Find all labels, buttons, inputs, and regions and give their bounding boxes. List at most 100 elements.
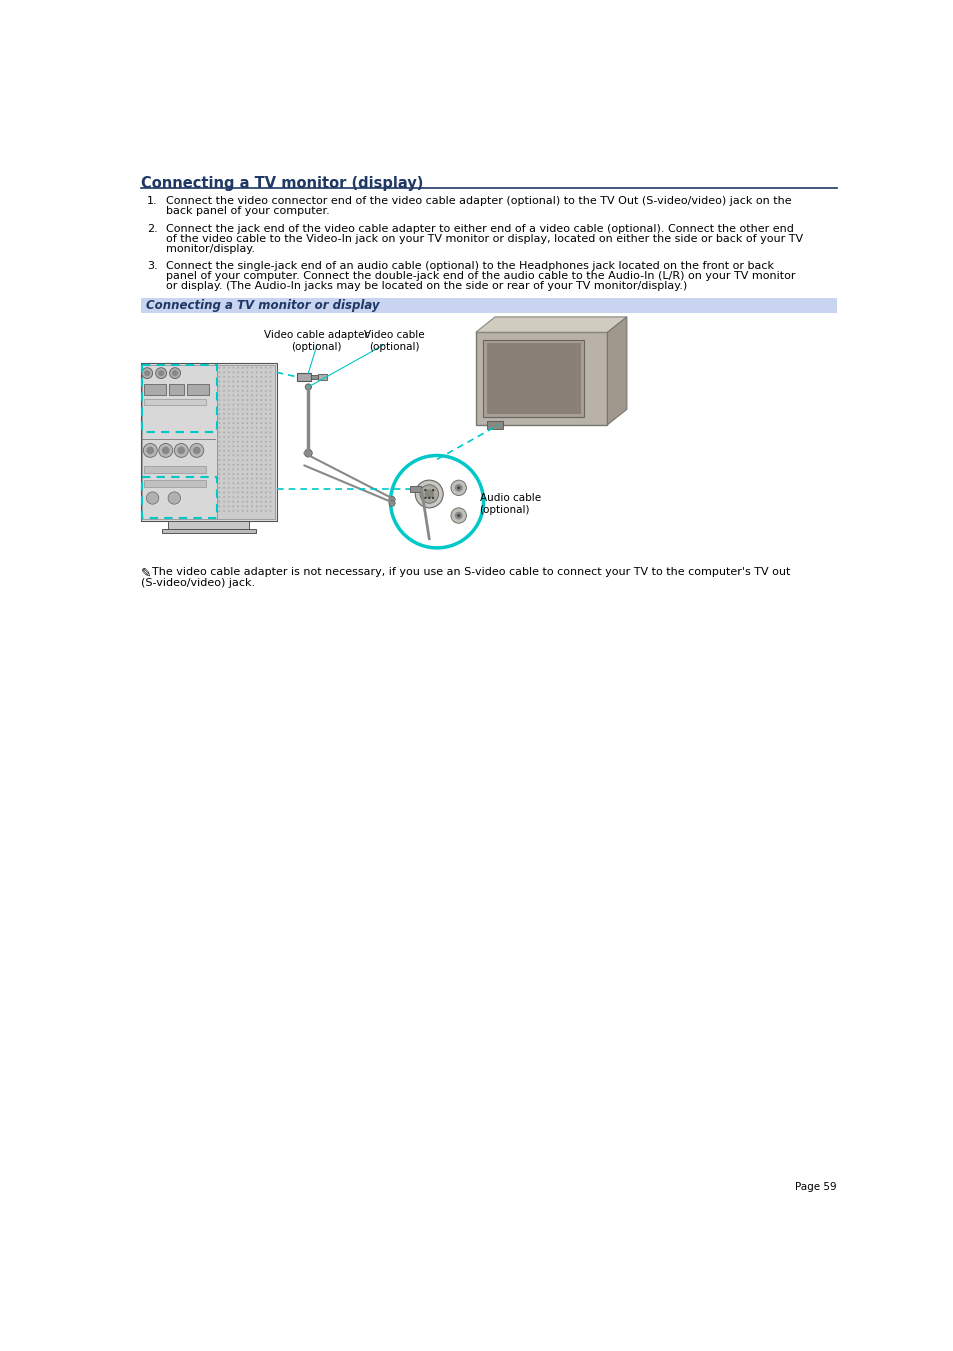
Circle shape — [218, 469, 220, 470]
Circle shape — [265, 394, 267, 396]
Circle shape — [255, 381, 257, 382]
Circle shape — [228, 459, 230, 461]
Text: monitor/display.: monitor/display. — [166, 243, 254, 254]
Circle shape — [265, 390, 267, 392]
FancyBboxPatch shape — [141, 363, 276, 521]
Circle shape — [218, 413, 220, 415]
Circle shape — [237, 408, 238, 411]
Text: Video cable adapter
(optional): Video cable adapter (optional) — [264, 330, 369, 351]
Circle shape — [241, 417, 243, 419]
Circle shape — [265, 404, 267, 405]
Circle shape — [251, 381, 253, 382]
Circle shape — [270, 423, 272, 424]
Circle shape — [237, 440, 238, 443]
Circle shape — [223, 459, 225, 461]
Circle shape — [456, 513, 459, 517]
Circle shape — [424, 489, 426, 492]
Circle shape — [233, 390, 234, 392]
Circle shape — [218, 390, 220, 392]
Circle shape — [237, 404, 238, 405]
Circle shape — [223, 366, 225, 369]
Circle shape — [241, 511, 243, 512]
Text: The video cable adapter is not necessary, if you use an S-video cable to connect: The video cable adapter is not necessary… — [152, 567, 789, 577]
Circle shape — [251, 385, 253, 388]
Circle shape — [241, 399, 243, 401]
Circle shape — [223, 376, 225, 378]
Circle shape — [246, 417, 248, 419]
Circle shape — [270, 431, 272, 434]
Circle shape — [223, 427, 225, 428]
Circle shape — [223, 463, 225, 466]
Circle shape — [223, 473, 225, 476]
Circle shape — [246, 454, 248, 457]
Circle shape — [237, 423, 238, 424]
Circle shape — [241, 450, 243, 451]
Circle shape — [246, 482, 248, 484]
Circle shape — [265, 446, 267, 447]
Circle shape — [218, 463, 220, 466]
Circle shape — [424, 489, 434, 499]
Polygon shape — [607, 317, 626, 424]
Circle shape — [246, 505, 248, 507]
Circle shape — [223, 390, 225, 392]
Circle shape — [255, 473, 257, 476]
Circle shape — [255, 431, 257, 434]
Circle shape — [260, 496, 262, 499]
Circle shape — [223, 505, 225, 507]
Circle shape — [223, 492, 225, 493]
Circle shape — [270, 473, 272, 476]
Circle shape — [270, 505, 272, 507]
Circle shape — [260, 404, 262, 405]
Circle shape — [228, 427, 230, 428]
Circle shape — [241, 408, 243, 411]
Circle shape — [260, 413, 262, 415]
Circle shape — [228, 423, 230, 424]
Circle shape — [246, 440, 248, 443]
FancyBboxPatch shape — [144, 384, 166, 394]
Circle shape — [237, 469, 238, 470]
Circle shape — [389, 496, 395, 503]
Circle shape — [265, 436, 267, 438]
Circle shape — [241, 446, 243, 447]
Circle shape — [241, 404, 243, 405]
Circle shape — [237, 372, 238, 373]
Circle shape — [265, 423, 267, 424]
Circle shape — [270, 446, 272, 447]
Circle shape — [270, 417, 272, 419]
Circle shape — [146, 492, 158, 504]
Circle shape — [260, 440, 262, 443]
Circle shape — [241, 505, 243, 507]
Circle shape — [228, 385, 230, 388]
Circle shape — [251, 417, 253, 419]
Circle shape — [251, 413, 253, 415]
FancyBboxPatch shape — [410, 486, 421, 493]
FancyBboxPatch shape — [486, 343, 580, 413]
Circle shape — [419, 485, 438, 503]
Circle shape — [246, 496, 248, 499]
Circle shape — [260, 417, 262, 419]
Circle shape — [218, 492, 220, 493]
Circle shape — [218, 446, 220, 447]
Circle shape — [241, 394, 243, 396]
Circle shape — [246, 436, 248, 438]
Circle shape — [233, 469, 234, 470]
Circle shape — [144, 370, 150, 376]
Circle shape — [233, 366, 234, 369]
Circle shape — [415, 480, 443, 508]
Circle shape — [251, 446, 253, 447]
Circle shape — [233, 454, 234, 457]
Circle shape — [233, 482, 234, 484]
Text: (S-video/video) jack.: (S-video/video) jack. — [141, 578, 254, 588]
Circle shape — [260, 399, 262, 401]
Circle shape — [233, 436, 234, 438]
Circle shape — [251, 404, 253, 405]
Text: or display. (The Audio-In jacks may be located on the side or rear of your TV mo: or display. (The Audio-In jacks may be l… — [166, 281, 686, 292]
Circle shape — [251, 423, 253, 424]
Circle shape — [270, 413, 272, 415]
Circle shape — [265, 482, 267, 484]
Text: Connect the jack end of the video cable adapter to either end of a video cable (: Connect the jack end of the video cable … — [166, 224, 793, 234]
Circle shape — [228, 394, 230, 396]
Circle shape — [237, 459, 238, 461]
Circle shape — [218, 501, 220, 503]
Circle shape — [237, 501, 238, 503]
